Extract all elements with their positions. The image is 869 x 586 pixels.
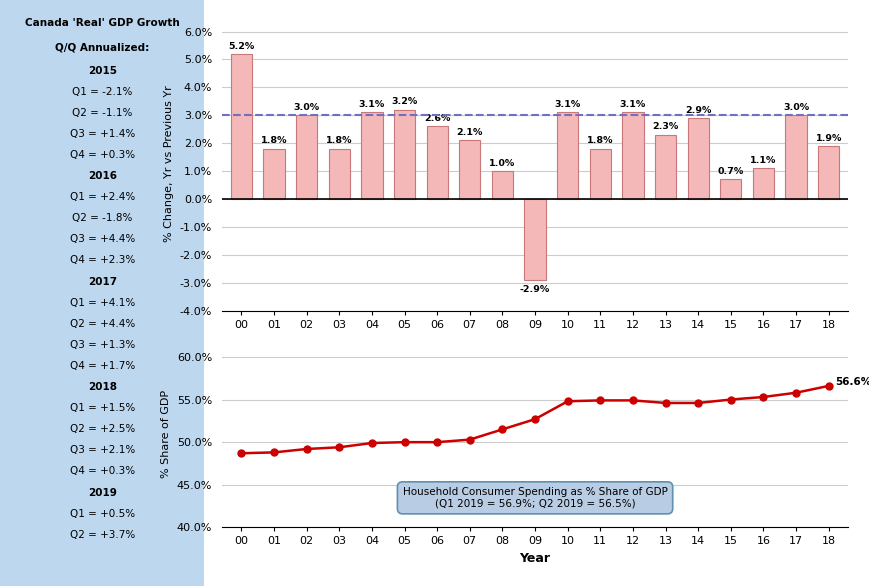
- Text: 3.1%: 3.1%: [358, 100, 385, 109]
- Text: 2.3%: 2.3%: [652, 122, 678, 131]
- Text: Q1 = -2.1%: Q1 = -2.1%: [72, 87, 132, 97]
- Text: Canada 'Real' GDP Growth: Canada 'Real' GDP Growth: [25, 18, 179, 28]
- Text: 1.8%: 1.8%: [326, 137, 352, 145]
- Bar: [426, 127, 448, 199]
- Text: Q1 = +1.5%: Q1 = +1.5%: [70, 403, 135, 413]
- Bar: [361, 113, 382, 199]
- Y-axis label: % Share of GDP: % Share of GDP: [161, 390, 171, 478]
- Text: Q2 = -1.1%: Q2 = -1.1%: [72, 108, 132, 118]
- Text: Q4 = +2.3%: Q4 = +2.3%: [70, 255, 135, 265]
- X-axis label: Year: Year: [519, 552, 550, 565]
- Bar: [263, 149, 284, 199]
- Text: Q3 = +1.4%: Q3 = +1.4%: [70, 129, 135, 139]
- Bar: [785, 115, 806, 199]
- Text: Q4 = +1.7%: Q4 = +1.7%: [70, 361, 135, 371]
- Text: Q4 = +0.3%: Q4 = +0.3%: [70, 466, 135, 476]
- Text: 2015: 2015: [88, 66, 116, 76]
- Bar: [394, 110, 415, 199]
- Text: 1.8%: 1.8%: [587, 137, 613, 145]
- Bar: [524, 199, 545, 280]
- Text: 2016: 2016: [88, 171, 116, 181]
- Bar: [654, 135, 675, 199]
- Bar: [720, 179, 740, 199]
- Text: Q2 = +2.5%: Q2 = +2.5%: [70, 424, 135, 434]
- Bar: [230, 54, 252, 199]
- Text: Q2 = +4.4%: Q2 = +4.4%: [70, 319, 135, 329]
- Bar: [752, 168, 773, 199]
- Text: -2.9%: -2.9%: [520, 285, 549, 294]
- Bar: [328, 149, 349, 199]
- Bar: [459, 141, 480, 199]
- Bar: [817, 146, 839, 199]
- Text: 3.0%: 3.0%: [293, 103, 320, 112]
- Text: Q3 = +4.4%: Q3 = +4.4%: [70, 234, 135, 244]
- Text: 3.2%: 3.2%: [391, 97, 417, 106]
- Text: Q1 = +2.4%: Q1 = +2.4%: [70, 192, 135, 202]
- Bar: [556, 113, 578, 199]
- Text: 2017: 2017: [88, 277, 116, 287]
- Bar: [589, 149, 610, 199]
- Text: 56.6%: 56.6%: [834, 377, 869, 387]
- Text: Q/Q Annualized:: Q/Q Annualized:: [55, 42, 149, 52]
- Text: Q3 = +2.1%: Q3 = +2.1%: [70, 445, 135, 455]
- Text: 1.1%: 1.1%: [749, 156, 776, 165]
- Text: 1.8%: 1.8%: [261, 137, 287, 145]
- Text: 1.9%: 1.9%: [814, 134, 841, 142]
- Text: 3.1%: 3.1%: [619, 100, 646, 109]
- Text: 3.1%: 3.1%: [554, 100, 580, 109]
- Text: 3.0%: 3.0%: [782, 103, 808, 112]
- Text: 2018: 2018: [88, 382, 116, 392]
- Text: Q2 = +3.7%: Q2 = +3.7%: [70, 530, 135, 540]
- Text: 2.1%: 2.1%: [456, 128, 482, 137]
- Text: Q4 = +0.3%: Q4 = +0.3%: [70, 150, 135, 160]
- Bar: [687, 118, 708, 199]
- Text: 2.6%: 2.6%: [423, 114, 450, 123]
- Bar: [295, 115, 317, 199]
- Text: 1.0%: 1.0%: [488, 159, 515, 168]
- Text: Q2 = -1.8%: Q2 = -1.8%: [72, 213, 132, 223]
- Text: Q1 = +0.5%: Q1 = +0.5%: [70, 509, 135, 519]
- Bar: [621, 113, 643, 199]
- Text: Q3 = +1.3%: Q3 = +1.3%: [70, 340, 135, 350]
- Text: Q1 = +4.1%: Q1 = +4.1%: [70, 298, 135, 308]
- Text: 2019: 2019: [88, 488, 116, 498]
- Text: 2.9%: 2.9%: [684, 105, 711, 115]
- Text: Household Consumer Spending as % Share of GDP
(Q1 2019 = 56.9%; Q2 2019 = 56.5%): Household Consumer Spending as % Share o…: [402, 487, 667, 509]
- Y-axis label: % Change, Yr vs Previous Yr: % Change, Yr vs Previous Yr: [164, 86, 174, 243]
- Text: 5.2%: 5.2%: [228, 42, 255, 50]
- Bar: [491, 171, 513, 199]
- Text: 0.7%: 0.7%: [717, 167, 743, 176]
- FancyBboxPatch shape: [0, 0, 204, 586]
